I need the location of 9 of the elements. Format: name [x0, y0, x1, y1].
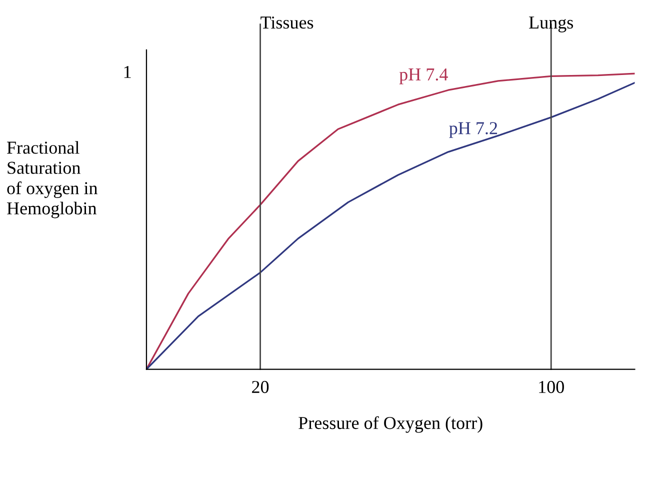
x-tick-label: 20	[252, 380, 269, 394]
x-axis-title: Pressure of Oxygen (torr)	[298, 416, 482, 433]
ref-line-label: Tissues	[260, 16, 314, 29]
x-tick-label: 100	[539, 380, 564, 394]
series-label: pH 7.4	[399, 68, 448, 84]
y-axis-title: Fractional Saturation of oxygen in Hemoglobin	[7, 141, 98, 218]
ref-line-label: Lungs	[529, 16, 574, 32]
text: 1	[124, 66, 131, 78]
series-label: pH 7.2	[449, 122, 498, 138]
